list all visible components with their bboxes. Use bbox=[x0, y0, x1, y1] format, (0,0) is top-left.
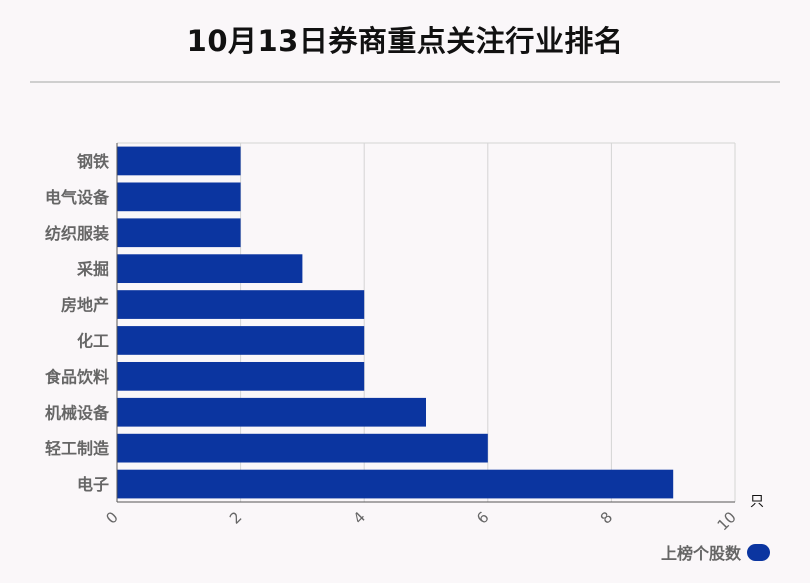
title-divider bbox=[30, 81, 780, 83]
category-label-4: 房地产 bbox=[61, 296, 109, 315]
category-label-1: 电气设备 bbox=[45, 188, 110, 207]
bar-6[interactable] bbox=[117, 361, 365, 391]
x-tick-label-1: 2 bbox=[226, 508, 245, 527]
bar-5[interactable] bbox=[117, 326, 365, 355]
legend-label: 上榜个股数 bbox=[660, 544, 741, 563]
x-tick-label-4: 8 bbox=[597, 508, 616, 527]
chart-title: 10月13日券商重点关注行业排名 bbox=[186, 24, 624, 58]
category-label-8: 轻工制造 bbox=[45, 439, 110, 458]
category-label-5: 化工 bbox=[77, 331, 109, 350]
x-tick-label-0: 0 bbox=[102, 508, 121, 527]
category-label-7: 机械设备 bbox=[45, 403, 110, 422]
x-tick-label-3: 6 bbox=[473, 508, 492, 527]
category-label-0: 钢铁 bbox=[77, 152, 109, 171]
x-axis-unit: 只 bbox=[750, 494, 764, 510]
bar-4[interactable] bbox=[117, 290, 365, 319]
tick-labels: 0 2 4 6 8 10 bbox=[102, 508, 739, 534]
category-label-9: 电子 bbox=[77, 475, 109, 494]
bar-2[interactable] bbox=[117, 218, 241, 248]
x-tick-label-5: 10 bbox=[714, 508, 740, 534]
legend: 上榜个股数 bbox=[661, 541, 770, 563]
bar-8[interactable] bbox=[117, 433, 488, 463]
category-label-6: 食品饮料 bbox=[44, 367, 109, 386]
bar-0[interactable] bbox=[117, 146, 241, 176]
bar-7[interactable] bbox=[117, 397, 426, 427]
category-label-3: 采掘 bbox=[76, 260, 109, 279]
legend-swatch[interactable] bbox=[747, 543, 770, 561]
bar-1[interactable] bbox=[117, 182, 241, 212]
category-label-2: 纺织服装 bbox=[45, 224, 109, 243]
axes bbox=[116, 143, 735, 503]
bar-9[interactable] bbox=[117, 469, 674, 499]
bars bbox=[117, 146, 674, 499]
x-tick-label-2: 4 bbox=[350, 508, 369, 527]
bar-3[interactable] bbox=[117, 254, 303, 284]
